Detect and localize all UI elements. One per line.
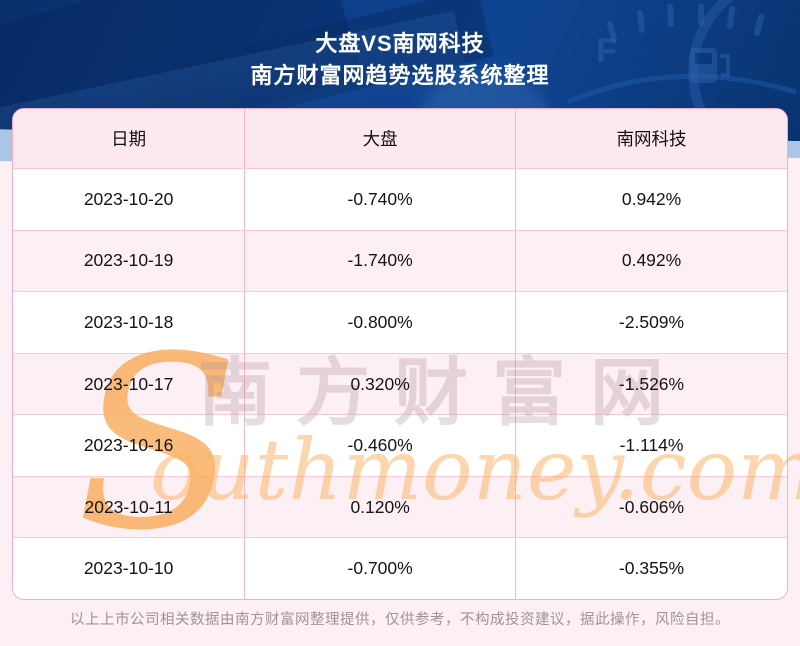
table-row: 2023-10-18 -0.800% -2.509%	[13, 291, 787, 353]
cell-value: 2023-10-16	[83, 435, 174, 456]
stock-cell: -0.355%	[516, 538, 787, 599]
column-label: 南网科技	[616, 129, 687, 149]
page-subtitle: 南方财富网趋势选股系统整理	[250, 63, 550, 88]
date-cell: 2023-10-17	[13, 353, 246, 415]
date-cell: 2023-10-20	[13, 169, 246, 230]
cell-value: 2023-10-10	[83, 558, 174, 579]
table-row: 2023-10-17 0.320% -1.526%	[13, 352, 787, 415]
header-cell-date: 日期	[13, 109, 246, 168]
stock-cell: -0.606%	[516, 477, 787, 538]
fuel-gauge-icon: F	[567, 0, 800, 110]
cell-value: 2023-10-11	[84, 496, 173, 517]
column-label: 日期	[111, 129, 147, 149]
cell-value: -0.460%	[347, 435, 413, 456]
cell-value: 2023-10-19	[83, 250, 174, 271]
stock-cell: -1.526%	[516, 354, 787, 415]
table-row: 2023-10-11 0.120% -0.606%	[13, 475, 787, 538]
gauge-f-label: F	[596, 32, 617, 70]
date-cell: 2023-10-10	[13, 538, 246, 599]
stock-cell: -2.509%	[516, 292, 787, 353]
cell-value: 0.320%	[350, 373, 410, 394]
market-cell: -0.460%	[245, 415, 517, 476]
cell-value: -1.114%	[619, 435, 684, 456]
cell-value: -1.526%	[618, 373, 685, 394]
column-label: 大盘	[362, 129, 398, 149]
market-cell: -0.800%	[245, 292, 517, 353]
table-row: 2023-10-19 -1.740% 0.492%	[13, 229, 787, 292]
stock-cell: -1.114%	[516, 415, 787, 476]
cell-value: 2023-10-20	[83, 188, 174, 209]
table-row: 2023-10-20 -0.740% 0.942%	[13, 168, 787, 230]
date-cell: 2023-10-16	[13, 415, 246, 476]
market-cell: -1.740%	[245, 230, 517, 292]
cell-value: -2.509%	[618, 311, 685, 332]
cell-value: 0.942%	[621, 188, 682, 209]
table-row: 2023-10-16 -0.460% -1.114%	[13, 414, 787, 476]
header-cell-stock: 南网科技	[516, 109, 787, 168]
disclaimer-text: 以上上市公司相关数据由南方财富网整理提供，仅供参考，不构成投资建议，据此操作，风…	[70, 612, 730, 628]
date-cell: 2023-10-19	[13, 230, 246, 292]
header-cell-market: 大盘	[245, 109, 517, 168]
table-header-row: 日期 大盘 南网科技	[13, 109, 787, 168]
cell-value: -1.740%	[347, 250, 413, 271]
cell-value: -0.606%	[618, 496, 685, 517]
comparison-table: 日期 大盘 南网科技 2023-10-20 -0.740% 0.942% 2023-1…	[12, 108, 788, 600]
cell-value: -0.700%	[347, 558, 413, 579]
market-cell: -0.740%	[245, 169, 517, 230]
stock-cell: 0.942%	[516, 169, 787, 230]
market-cell: 0.120%	[245, 476, 517, 538]
page-title: 大盘VS南网科技	[315, 31, 485, 56]
cell-value: 0.492%	[621, 250, 682, 271]
cell-value: 0.120%	[350, 496, 410, 517]
date-cell: 2023-10-18	[13, 292, 246, 353]
table-row: 2023-10-10 -0.700% -0.355%	[13, 537, 787, 599]
cell-value: -0.800%	[347, 311, 413, 332]
cell-value: -0.355%	[618, 558, 685, 579]
market-cell: -0.700%	[245, 538, 517, 599]
market-cell: 0.320%	[245, 353, 517, 415]
date-cell: 2023-10-11	[13, 476, 246, 538]
cell-value: -0.740%	[347, 188, 413, 209]
stock-cell: 0.492%	[516, 231, 787, 292]
cell-value: 2023-10-17	[83, 373, 174, 394]
cell-value: 2023-10-18	[83, 311, 174, 332]
